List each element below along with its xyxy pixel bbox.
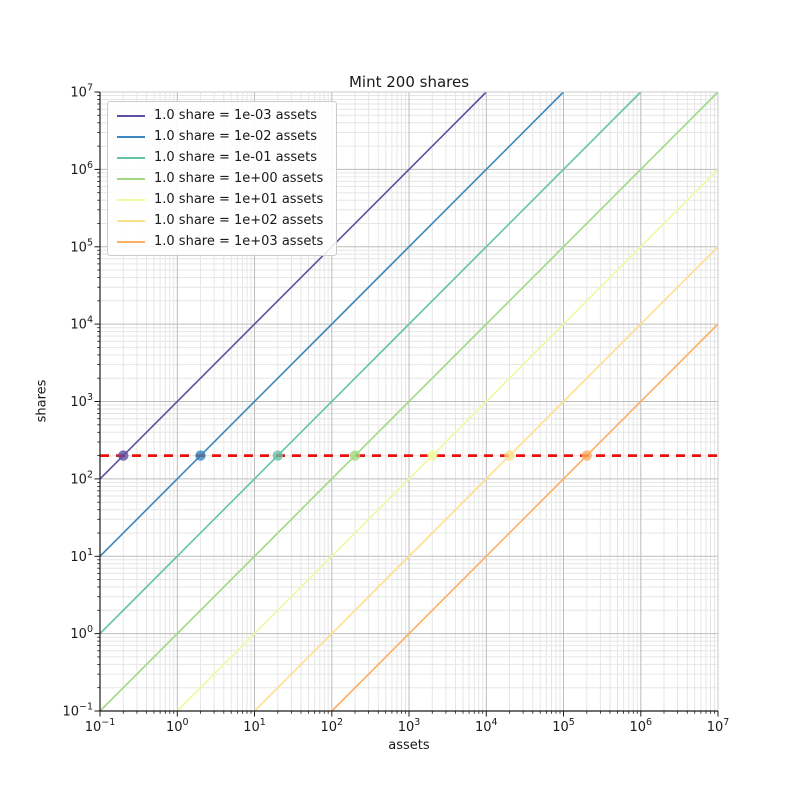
legend-line-swatch	[117, 135, 145, 138]
x-tick-label: 101	[243, 717, 266, 735]
series-line	[331, 323, 719, 712]
x-tick-label: 104	[475, 717, 498, 735]
legend-label: 1.0 share = 1e+01 assets	[154, 192, 324, 207]
legend-line-swatch	[117, 219, 145, 222]
mint-point	[118, 450, 129, 461]
legend-line-swatch	[117, 114, 145, 117]
legend-label: 1.0 share = 1e-01 assets	[154, 150, 318, 165]
x-tick-label: 105	[552, 717, 575, 735]
x-tick-label: 10−1	[85, 717, 116, 735]
legend-line-swatch	[117, 177, 145, 180]
legend-item: 1.0 share = 1e+00 assets	[117, 168, 327, 189]
legend-label: 1.0 share = 1e+00 assets	[154, 171, 324, 186]
y-tick-label: 10−1	[62, 702, 93, 720]
y-tick-label: 100	[70, 624, 93, 642]
y-tick-label: 107	[70, 83, 93, 101]
series-line	[99, 91, 719, 712]
legend-line-swatch	[117, 240, 145, 243]
legend-item: 1.0 share = 1e-02 assets	[117, 126, 327, 147]
legend-line-swatch	[117, 198, 145, 201]
legend-item: 1.0 share = 1e-03 assets	[117, 105, 327, 126]
legend-line-swatch	[117, 156, 145, 159]
mint-point	[272, 450, 283, 461]
chart-title: Mint 200 shares	[348, 73, 470, 91]
legend-item: 1.0 share = 1e-01 assets	[117, 147, 327, 168]
series-line	[99, 91, 642, 635]
legend-label: 1.0 share = 1e+02 assets	[154, 213, 324, 228]
y-tick-label: 103	[70, 392, 93, 410]
legend-label: 1.0 share = 1e-03 assets	[154, 108, 318, 123]
mint-point	[349, 450, 361, 461]
x-tick-label: 107	[707, 717, 730, 735]
x-tick-label: 106	[630, 717, 653, 735]
x-tick-label: 102	[321, 717, 344, 735]
series-line	[99, 91, 487, 480]
legend-item: 1.0 share = 1e+02 assets	[117, 210, 327, 231]
legend-label: 1.0 share = 1e+03 assets	[154, 234, 324, 249]
x-tick-label: 103	[398, 717, 421, 735]
legend: 1.0 share = 1e-03 assets 1.0 share = 1e-0…	[107, 101, 337, 256]
mint-point	[195, 450, 206, 461]
y-tick-label: 104	[70, 315, 93, 333]
y-tick-label: 101	[70, 547, 93, 565]
series-line	[176, 168, 719, 712]
y-tick-label: 106	[70, 160, 93, 178]
x-axis-label: assets	[388, 738, 430, 753]
legend-label: 1.0 share = 1e-02 assets	[154, 129, 318, 144]
mint-point	[504, 450, 515, 461]
x-tick-label: 100	[166, 717, 189, 735]
legend-item: 1.0 share = 1e+03 assets	[117, 231, 327, 252]
mint-point	[581, 450, 592, 461]
mint-point	[427, 450, 438, 461]
series-line	[99, 91, 565, 557]
y-tick-label: 105	[70, 237, 93, 255]
y-tick-label: 102	[70, 469, 93, 487]
series-line	[253, 246, 719, 712]
legend-item: 1.0 share = 1e+01 assets	[117, 189, 327, 210]
